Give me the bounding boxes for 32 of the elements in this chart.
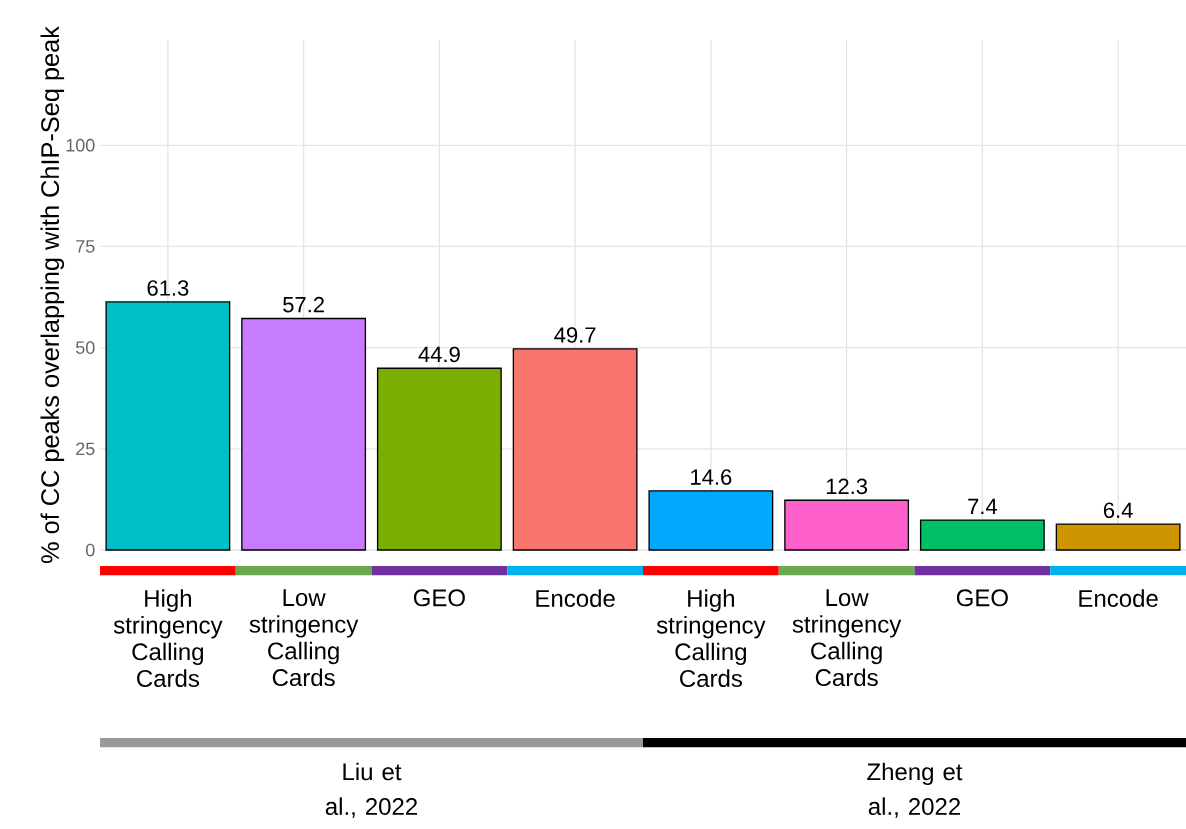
bar xyxy=(105,301,231,551)
bar xyxy=(512,348,638,551)
x-tick-label: GEO xyxy=(413,589,465,607)
data-label: 57.2 xyxy=(283,296,324,313)
y-tick-label: 0 xyxy=(85,543,95,557)
data-label: 7.4 xyxy=(968,498,998,514)
data-label: 49.7 xyxy=(554,327,596,343)
data-label: 14.6 xyxy=(691,469,732,485)
x-tick-label: Encode xyxy=(1079,589,1158,607)
x-tick-label: Low stringency Calling Cards xyxy=(249,589,359,687)
y-tick-label: 25 xyxy=(76,442,95,456)
bar xyxy=(784,499,910,551)
x-tick-label: Low stringency Calling Cards xyxy=(792,589,902,687)
text: Liu et al., 2022 xyxy=(325,762,417,818)
y-axis-title: % of CC peaks overlapping with ChIP-Seq peak xyxy=(40,26,65,564)
x-tick-label: High stringency Calling Cards xyxy=(113,589,223,687)
x-tick-label: High stringency Calling Cards xyxy=(656,589,766,687)
data-label: 44.9 xyxy=(418,346,460,363)
y-tick-label: 75 xyxy=(76,240,95,253)
x-tick-label: Encode xyxy=(536,589,615,607)
text: Zheng et al., 2022 xyxy=(867,762,963,818)
x-tick-label: GEO xyxy=(956,589,1008,607)
y-tick-label: 100 xyxy=(66,138,95,152)
bar xyxy=(1055,523,1181,551)
bar xyxy=(919,519,1045,551)
bar xyxy=(376,367,502,551)
data-label: 6.4 xyxy=(1103,502,1133,519)
data-label: 61.3 xyxy=(147,280,189,296)
y-tick-label: 50 xyxy=(75,341,95,354)
bar xyxy=(241,317,367,551)
bar xyxy=(648,490,774,551)
data-label: 12.3 xyxy=(826,478,868,495)
